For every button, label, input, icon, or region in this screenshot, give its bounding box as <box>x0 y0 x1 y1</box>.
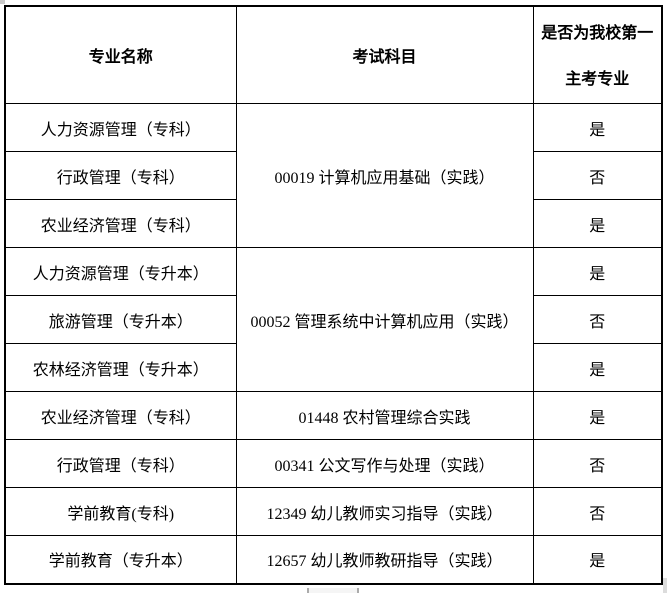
subject-cell-merged: 00052 管理系统中计算机应用（实践） <box>235 247 534 392</box>
major-cell: 人力资源管理（专科） <box>4 103 237 152</box>
first-examiner-cell: 是 <box>532 535 663 584</box>
table-row: 旅游管理（专升本） 否 <box>4 295 663 344</box>
table-row: 行政管理（专科） 00341 公文写作与处理（实践） 否 <box>4 439 663 488</box>
first-examiner-cell: 否 <box>532 295 663 344</box>
header-first-examiner-line2: 主考专业 <box>565 71 630 88</box>
major-cell: 旅游管理（专升本） <box>4 295 237 344</box>
header-subject: 考试科目 <box>235 5 534 104</box>
major-cell: 农林经济管理（专升本） <box>4 343 237 392</box>
table-row: 学前教育(专科) 12349 幼儿教师实习指导（实践） 否 <box>4 487 663 536</box>
subject-cell: 01448 农村管理综合实践 <box>235 391 534 440</box>
first-examiner-cell: 是 <box>532 343 663 392</box>
major-cell: 农业经济管理（专科） <box>4 391 237 440</box>
subject-cell: 12657 幼儿教师教研指导（实践） <box>235 535 534 584</box>
major-cell: 学前教育(专科) <box>4 487 237 536</box>
scrollbar-thumb[interactable] <box>307 588 359 593</box>
table-row: 农业经济管理（专科） 是 <box>4 199 663 248</box>
header-first-examiner-line1: 是否为我校第一 <box>541 25 654 42</box>
major-cell: 行政管理（专科） <box>4 439 237 488</box>
table-row: 农林经济管理（专升本） 是 <box>4 343 663 392</box>
subject-cell-merged: 00019 计算机应用基础（实践） <box>235 103 534 248</box>
first-examiner-cell: 否 <box>532 151 663 200</box>
first-examiner-cell: 是 <box>532 103 663 152</box>
header-row: 专业名称 考试科目 是否为我校第一 主考专业 <box>4 5 663 104</box>
subject-cell: 00341 公文写作与处理（实践） <box>235 439 534 488</box>
window-edge-artifact <box>663 578 667 593</box>
header-first-examiner: 是否为我校第一 主考专业 <box>532 5 663 104</box>
table-row: 人力资源管理（专科） 00019 计算机应用基础（实践） 是 <box>4 103 663 248</box>
major-cell: 人力资源管理（专升本） <box>4 247 237 296</box>
subject-cell: 12349 幼儿教师实习指导（实践） <box>235 487 534 536</box>
table-row: 学前教育（专升本） 12657 幼儿教师教研指导（实践） 是 <box>4 535 663 584</box>
major-cell: 农业经济管理（专科） <box>4 199 237 248</box>
table-row: 农业经济管理（专科） 01448 农村管理综合实践 是 <box>4 391 663 440</box>
first-examiner-cell: 是 <box>532 247 663 296</box>
exam-subjects-table: 专业名称 考试科目 是否为我校第一 主考专业 人力资源管理（专科） 00019 … <box>4 5 663 585</box>
first-examiner-cell: 否 <box>532 487 663 536</box>
first-examiner-cell: 否 <box>532 439 663 488</box>
first-examiner-cell: 是 <box>532 199 663 248</box>
table-row: 行政管理（专科） 否 <box>4 151 663 200</box>
header-major: 专业名称 <box>4 5 237 104</box>
table-row: 人力资源管理（专升本） 00052 管理系统中计算机应用（实践） 是 <box>4 247 663 392</box>
window-corner-artifact <box>0 0 5 4</box>
first-examiner-cell: 是 <box>532 391 663 440</box>
major-cell: 学前教育（专升本） <box>4 535 237 584</box>
major-cell: 行政管理（专科） <box>4 151 237 200</box>
